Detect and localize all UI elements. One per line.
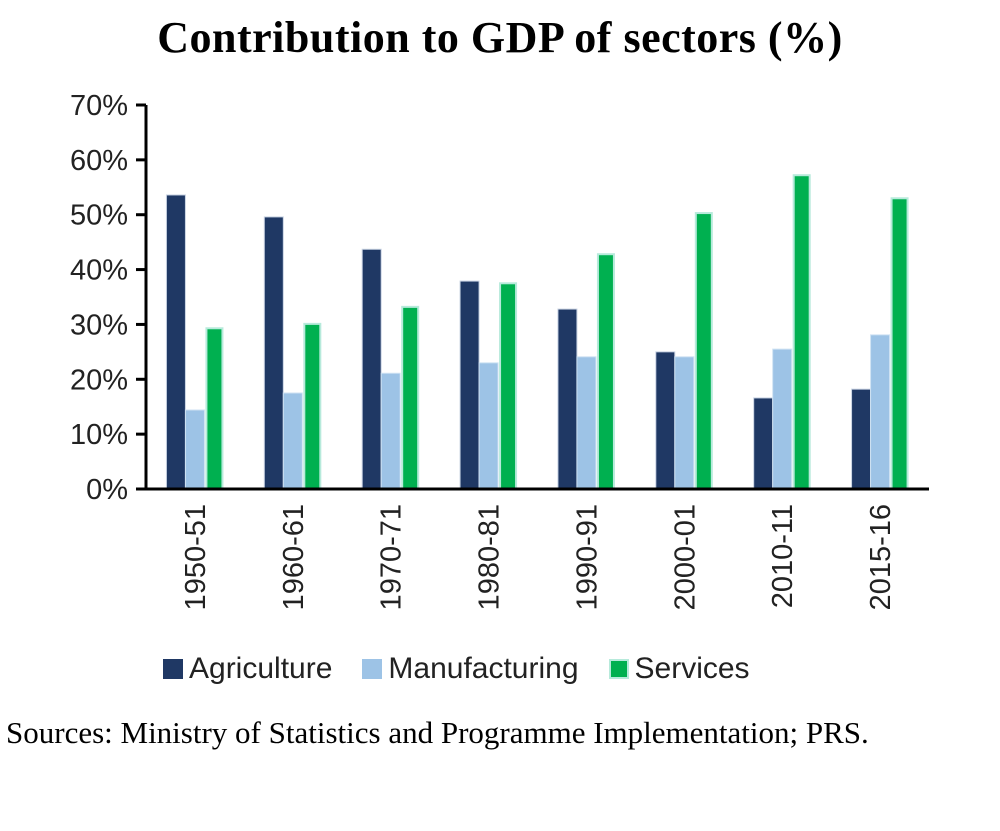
bar-services-1960-61 — [303, 322, 322, 490]
y-tick-label: 40% — [70, 255, 128, 287]
bar-agriculture-2000-01 — [655, 351, 676, 490]
source-note: Sources: Ministry of Statistics and Prog… — [6, 715, 869, 750]
x-tick-label: 1990-91 — [571, 504, 603, 610]
y-tick-label: 60% — [70, 145, 128, 177]
legend-swatch-services — [608, 659, 629, 679]
x-tick-label: 1960-61 — [278, 504, 310, 610]
bar-services-1980-81 — [499, 282, 518, 490]
legend-item-manufacturing: Manufacturing — [362, 652, 579, 686]
y-tick-label: 70% — [70, 90, 128, 122]
legend-label-manufacturing: Manufacturing — [388, 652, 579, 685]
legend-swatch-agriculture — [163, 659, 183, 679]
bar-services-1970-71 — [401, 305, 420, 491]
legend-label-services: Services — [634, 652, 750, 685]
bars — [165, 174, 909, 491]
legend: Agriculture Manufacturing Services — [163, 652, 780, 686]
bar-agriculture-1970-71 — [361, 248, 382, 490]
y-tick-label: 10% — [70, 419, 128, 451]
legend-label-agriculture: Agriculture — [189, 652, 333, 685]
bar-agriculture-1990-91 — [557, 308, 578, 490]
bar-agriculture-1980-81 — [459, 280, 480, 490]
bar-agriculture-2010-11 — [753, 397, 774, 490]
legend-item-services: Services — [608, 652, 750, 686]
x-axis: 1950-51 1960-61 1970-71 1980-81 1990-91 2000-… — [136, 487, 929, 610]
bar-agriculture-1950-51 — [165, 194, 186, 490]
bar-services-2010-11 — [792, 174, 811, 491]
y-tick-label: 30% — [70, 309, 128, 341]
bar-manufacturing-2015-16 — [870, 334, 891, 490]
bar-manufacturing-2010-11 — [772, 348, 793, 490]
bar-manufacturing-2000-01 — [674, 356, 695, 490]
bar-manufacturing-1980-81 — [478, 362, 499, 490]
bar-manufacturing-1960-61 — [282, 392, 303, 490]
bar-services-1990-91 — [596, 253, 615, 490]
x-tick-label: 2015-16 — [865, 504, 897, 610]
bar-manufacturing-1990-91 — [576, 356, 597, 490]
legend-swatch-manufacturing — [362, 659, 383, 679]
bar-services-2015-16 — [890, 197, 909, 490]
bar-services-2000-01 — [694, 212, 713, 490]
bar-manufacturing-1970-71 — [380, 372, 401, 490]
x-tick-label: 1980-81 — [474, 504, 506, 610]
bar-manufacturing-1950-51 — [184, 409, 205, 490]
chart-title: Contribution to GDP of sectors (%) — [157, 13, 843, 62]
x-tick-label: 2010-11 — [767, 504, 799, 608]
legend-item-agriculture: Agriculture — [163, 652, 332, 686]
x-tick-label: 1970-71 — [376, 504, 408, 610]
y-tick-label: 0% — [86, 474, 128, 506]
x-tick-label: 2000-01 — [669, 504, 701, 610]
bar-agriculture-2015-16 — [851, 388, 872, 490]
bar-services-1950-51 — [205, 327, 224, 491]
x-tick-label: 1950-51 — [180, 504, 212, 610]
y-tick-label: 20% — [70, 364, 128, 396]
y-tick-label: 50% — [70, 200, 128, 232]
bar-agriculture-1960-61 — [263, 216, 284, 490]
y-axis: 0% 10% 20% 30% 40% 50% 60% 70% — [70, 90, 148, 506]
